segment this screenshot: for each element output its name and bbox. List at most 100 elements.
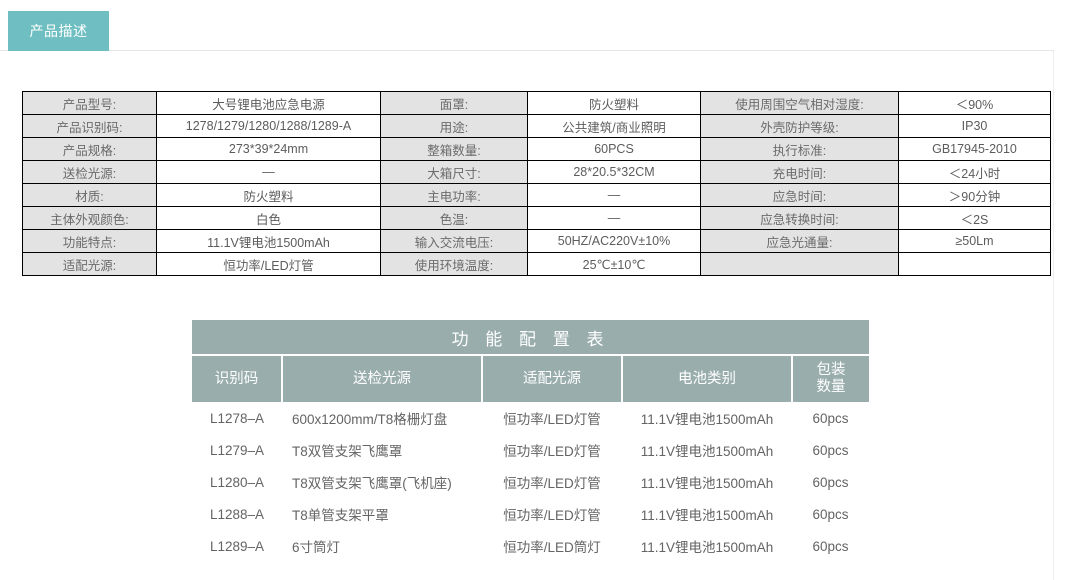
column-header-code: 识别码 [192,354,282,402]
content-panel [0,51,1054,580]
cell-pack: 60pcs [792,402,870,434]
column-header-battery: 电池类别 [621,354,792,402]
spec-label: 主电功率: [380,183,528,207]
spec-label: 面罩: [380,91,528,115]
spec-value: — [527,183,701,207]
function-config-table: 功 能 配 置 表 识别码 送检光源 适配光源 电池类别 包装 数量 L1278… [192,320,870,562]
spec-value: 25℃±10℃ [527,252,701,276]
product-spec-table: 产品型号: 大号锂电池应急电源 面罩: 防火塑料 使用周围空气相对湿度: ＜90… [22,91,1051,276]
spec-label: 执行标准: [700,137,899,161]
table-row: L1278–A 600x1200mm/T8格栅灯盘 恒功率/LED灯管 11.1… [192,402,870,434]
cell-battery: 11.1V锂电池1500mAh [622,402,792,434]
cell-code: L1279–A [192,434,282,466]
cell-test-source: 6寸筒灯 [282,530,482,562]
table-row: L1279–A T8双管支架飞鹰罩 恒功率/LED灯管 11.1V锂电池1500… [192,434,870,466]
cell-battery: 11.1V锂电池1500mAh [622,498,792,530]
spec-value: 防火塑料 [527,91,701,115]
spec-label: 整箱数量: [380,137,528,161]
table-row: 送检光源: — 大箱尺寸: 28*20.5*32CM 充电时间: ＜24小时 [22,160,1051,184]
tab-product-description[interactable]: 产品描述 [8,11,109,51]
spec-label: 外壳防护等级: [700,114,899,138]
spec-value: 大号锂电池应急电源 [156,91,381,115]
spec-label-empty [700,252,899,276]
spec-value: ＞90分钟 [898,183,1051,207]
table-row: L1289–A 6寸筒灯 恒功率/LED筒灯 11.1V锂电池1500mAh 6… [192,530,870,562]
cell-fit-source: 恒功率/LED灯管 [482,466,622,498]
spec-value: — [527,206,701,230]
cell-pack: 60pcs [792,498,870,530]
cell-code: L1278–A [192,402,282,434]
spec-label: 主体外观颜色: [22,206,157,230]
config-header-row: 识别码 送检光源 适配光源 电池类别 包装 数量 [192,354,870,402]
spec-value: ＜24小时 [898,160,1051,184]
spec-label: 产品型号: [22,91,157,115]
spec-label: 使用环境温度: [380,252,528,276]
cell-battery: 11.1V锂电池1500mAh [622,434,792,466]
cell-battery: 11.1V锂电池1500mAh [622,466,792,498]
cell-code: L1289–A [192,530,282,562]
spec-value: 60PCS [527,137,701,161]
pack-header-line2: 数量 [816,379,846,395]
cell-fit-source: 恒功率/LED筒灯 [482,530,622,562]
cell-pack: 60pcs [792,434,870,466]
spec-label: 材质: [22,183,157,207]
spec-value: ＜2S [898,206,1051,230]
table-row: 主体外观颜色: 白色 色温: — 应急转换时间: ＜2S [22,206,1051,230]
column-header-fit-source: 适配光源 [481,354,622,402]
spec-label: 产品识别码: [22,114,157,138]
config-title-row: 功 能 配 置 表 [192,320,870,355]
cell-fit-source: 恒功率/LED灯管 [482,434,622,466]
tab-bar: 产品描述 [0,11,1054,51]
spec-value: 11.1V锂电池1500mAh [156,229,381,253]
spec-value: ＜90% [898,91,1051,115]
cell-pack: 60pcs [792,530,870,562]
table-row: 产品规格: 273*39*24mm 整箱数量: 60PCS 执行标准: GB17… [22,137,1051,161]
spec-value: 1278/1279/1280/1288/1289-A [156,114,381,138]
spec-label: 功能特点: [22,229,157,253]
config-table-title: 功 能 配 置 表 [192,320,870,355]
table-row: 产品型号: 大号锂电池应急电源 面罩: 防火塑料 使用周围空气相对湿度: ＜90… [22,91,1051,115]
spec-value: 恒功率/LED灯管 [156,252,381,276]
cell-test-source: 600x1200mm/T8格栅灯盘 [282,402,482,434]
spec-value: 273*39*24mm [156,137,381,161]
spec-value: — [156,160,381,184]
spec-label: 应急光通量: [700,229,899,253]
spec-label: 用途: [380,114,528,138]
spec-label: 送检光源: [22,160,157,184]
spec-value: 28*20.5*32CM [527,160,701,184]
table-row: 产品识别码: 1278/1279/1280/1288/1289-A 用途: 公共… [22,114,1051,138]
table-row: L1288–A T8单管支架平罩 恒功率/LED灯管 11.1V锂电池1500m… [192,498,870,530]
spec-label: 适配光源: [22,252,157,276]
function-config-section: 功 能 配 置 表 识别码 送检光源 适配光源 电池类别 包装 数量 L1278… [192,320,870,562]
spec-label: 使用周围空气相对湿度: [700,91,899,115]
spec-label: 输入交流电压: [380,229,528,253]
cell-test-source: T8单管支架平罩 [282,498,482,530]
spec-value: 公共建筑/商业照明 [527,114,701,138]
spec-value: IP30 [898,114,1051,138]
cell-code: L1288–A [192,498,282,530]
cell-code: L1280–A [192,466,282,498]
spec-label: 应急转换时间: [700,206,899,230]
spec-label: 产品规格: [22,137,157,161]
spec-label: 大箱尺寸: [380,160,528,184]
pack-header-line1: 包装 [816,362,846,379]
table-row: L1280–A T8双管支架飞鹰罩(飞机座) 恒功率/LED灯管 11.1V锂电… [192,466,870,498]
cell-battery: 11.1V锂电池1500mAh [622,530,792,562]
table-row: 功能特点: 11.1V锂电池1500mAh 输入交流电压: 50HZ/AC220… [22,229,1051,253]
spec-value: 防火塑料 [156,183,381,207]
column-header-pack-qty: 包装 数量 [790,354,870,402]
spec-value: 50HZ/AC220V±10% [527,229,701,253]
spec-value: ≥50Lm [898,229,1051,253]
table-row: 适配光源: 恒功率/LED灯管 使用环境温度: 25℃±10℃ [22,252,1051,276]
column-header-test-source: 送检光源 [281,354,482,402]
cell-pack: 60pcs [792,466,870,498]
table-row: 材质: 防火塑料 主电功率: — 应急时间: ＞90分钟 [22,183,1051,207]
cell-fit-source: 恒功率/LED灯管 [482,498,622,530]
spec-value-empty [898,252,1051,276]
spec-label: 色温: [380,206,528,230]
spec-label: 充电时间: [700,160,899,184]
cell-test-source: T8双管支架飞鹰罩 [282,434,482,466]
spec-label: 应急时间: [700,183,899,207]
cell-fit-source: 恒功率/LED灯管 [482,402,622,434]
spec-value: GB17945-2010 [898,137,1051,161]
